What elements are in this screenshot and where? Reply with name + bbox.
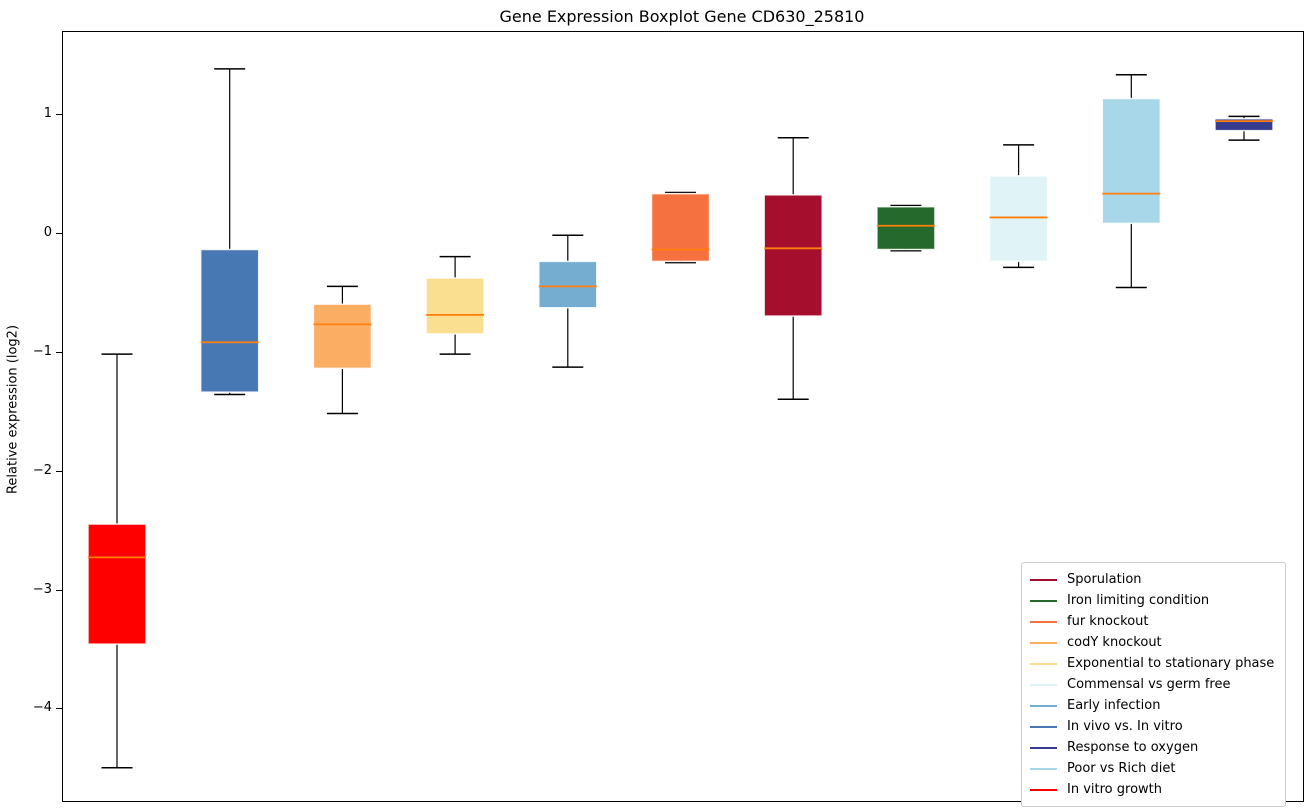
y-tick-label: 0: [43, 225, 52, 241]
legend-color-swatch: [1030, 725, 1057, 728]
legend-color-swatch: [1030, 620, 1057, 623]
y-tick-mark: [56, 589, 62, 591]
legend-color-swatch: [1030, 746, 1057, 749]
y-tick-mark: [56, 470, 62, 472]
legend-color-swatch: [1030, 704, 1057, 707]
y-tick-label: −2: [32, 462, 52, 478]
legend-label: Sporulation: [1067, 572, 1142, 587]
legend-row: Early infection: [1030, 695, 1277, 716]
box-iron-limiting-condition: [876, 204, 936, 252]
legend-label: In vitro growth: [1067, 782, 1162, 797]
box-response-to-oxygen: [1214, 115, 1274, 141]
legend-color-swatch: [1030, 599, 1057, 602]
box-in-vivo-vs-in-vitro: [199, 68, 260, 396]
legend-label: In vivo vs. In vitro: [1067, 719, 1183, 734]
legend-color-swatch: [1030, 662, 1057, 665]
box-sporulation: [763, 137, 823, 401]
legend-color-swatch: [1030, 683, 1057, 686]
box-poor-vs-rich-diet: [1101, 74, 1162, 289]
box-commensal-vs-germ-free: [988, 144, 1049, 269]
legend-label: Iron limiting condition: [1067, 593, 1210, 608]
y-tick-label: −4: [32, 700, 52, 716]
legend-row: In vitro growth: [1030, 779, 1277, 800]
legend-row: Iron limiting condition: [1030, 590, 1277, 611]
boxplot-canvas: [87, 68, 1274, 769]
legend-label: codY knockout: [1067, 635, 1162, 650]
box-early-infection: [538, 234, 598, 368]
box-fur-knockout: [650, 191, 711, 264]
box-in-vitro-growth: [87, 353, 147, 769]
legend: Sporulation Iron limiting condition fur kn…: [1021, 562, 1286, 807]
legend-row: Response to oxygen: [1030, 737, 1277, 758]
legend-label: Early infection: [1067, 698, 1161, 713]
legend-label: Response to oxygen: [1067, 740, 1199, 755]
legend-label: Exponential to stationary phase: [1067, 656, 1275, 671]
legend-color-swatch: [1030, 578, 1057, 581]
legend-label: fur knockout: [1067, 614, 1149, 629]
legend-row: Commensal vs germ free: [1030, 674, 1277, 695]
y-tick-label: 1: [43, 106, 52, 122]
plot-area: Sporulation Iron limiting condition fur kn…: [62, 31, 1304, 807]
legend-entries: Sporulation Iron limiting condition fur kn…: [1030, 569, 1277, 800]
box-cody-knockout: [312, 285, 373, 415]
y-tick-mark: [56, 351, 62, 353]
legend-color-swatch: [1030, 767, 1057, 770]
y-tick-label: −3: [32, 581, 52, 597]
legend-color-swatch: [1030, 788, 1057, 791]
box-exponential-to-stationary-phase: [425, 255, 485, 355]
y-tick-mark: [56, 233, 62, 235]
legend-row: Poor vs Rich diet: [1030, 758, 1277, 779]
legend-label: Poor vs Rich diet: [1067, 761, 1176, 776]
legend-row: In vivo vs. In vitro: [1030, 716, 1277, 737]
legend-row: fur knockout: [1030, 611, 1277, 632]
legend-row: Exponential to stationary phase: [1030, 653, 1277, 674]
y-tick-mark: [56, 114, 62, 116]
y-tick-mark: [56, 708, 62, 710]
y-axis-label: Relative expression (log2): [5, 324, 21, 495]
legend-color-swatch: [1030, 641, 1057, 644]
y-tick-label: −1: [32, 343, 52, 359]
chart-title: Gene Expression Boxplot Gene CD630_25810: [499, 7, 865, 26]
legend-row: codY knockout: [1030, 632, 1277, 653]
legend-label: Commensal vs germ free: [1067, 677, 1231, 692]
legend-row: Sporulation: [1030, 569, 1277, 590]
